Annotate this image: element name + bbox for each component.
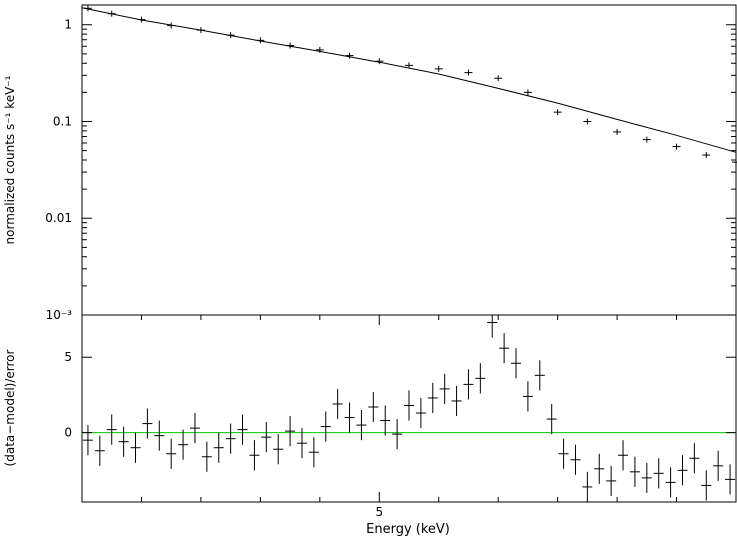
spectrum-y-tick-label: 1 (64, 18, 72, 32)
x-tick-label: 5 (375, 505, 383, 519)
residuals-data-points (82, 315, 736, 502)
residuals-panel: 50 5 (data−model)/error Energy (keV) (3, 314, 737, 537)
residuals-plot-frame (81, 314, 737, 503)
spectrum-model-line (81, 7, 737, 153)
spectrum-y-tick-label: 10⁻³ (46, 308, 73, 322)
spectrum-y-axis-label: normalized counts s⁻¹ keV⁻¹ (3, 75, 17, 244)
spectrum-y-tick-label: 0.01 (45, 211, 72, 225)
x-axis-label: Energy (keV) (366, 522, 450, 537)
residuals-y-axis-label: (data−model)/error (3, 349, 17, 466)
residuals-y-ticks: 50 (64, 350, 736, 440)
residuals-y-tick-label: 5 (64, 350, 72, 364)
residuals-y-tick-label: 0 (64, 426, 72, 440)
residuals-x-ticks: 5 (140, 315, 737, 519)
spectrum-y-tick-label: 0.1 (53, 114, 72, 128)
